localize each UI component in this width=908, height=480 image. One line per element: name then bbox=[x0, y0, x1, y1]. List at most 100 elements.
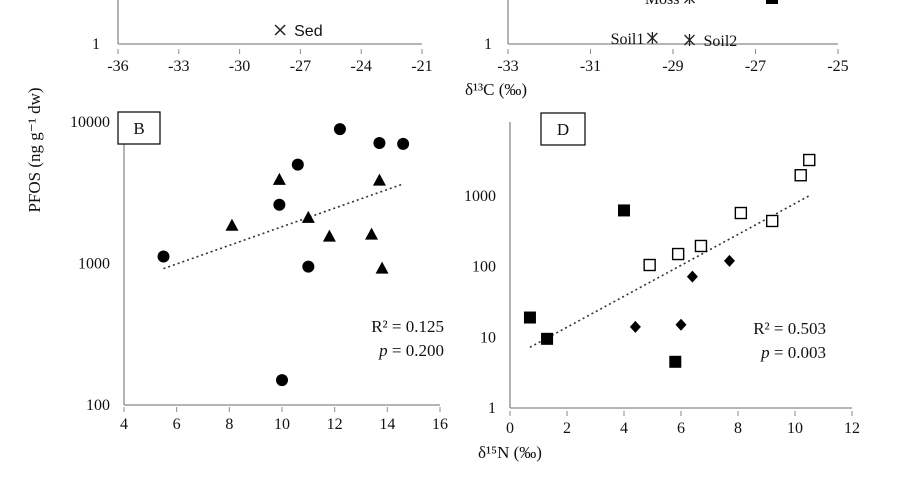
top-left-x-tick-label: -24 bbox=[351, 58, 372, 75]
panel-b-circle-point bbox=[302, 260, 315, 273]
panel-d-diamond-point bbox=[686, 270, 698, 283]
top-left-x-tick-label: -33 bbox=[168, 58, 189, 75]
top-right-soil1-marker bbox=[646, 32, 658, 44]
top-right-soil2-marker bbox=[684, 34, 695, 46]
top-left-annotations: Sed bbox=[274, 23, 323, 40]
panel-b-triangle-point bbox=[225, 218, 239, 231]
panel-b-trendline bbox=[163, 183, 404, 270]
panel-d-square-open-point bbox=[643, 258, 656, 272]
panel-b-trendline-group bbox=[163, 183, 404, 270]
panel-b-x-tick-label: 16 bbox=[432, 416, 448, 433]
panel-b-triangle-point bbox=[301, 210, 315, 223]
top-left-x-tick-label: -21 bbox=[411, 58, 432, 75]
panel-b-r2-label: R² = 0.125 bbox=[371, 317, 444, 336]
panel-d-square-open-point bbox=[734, 206, 748, 220]
shared-y-axis-label: PFOS (ng g⁻¹ dw) bbox=[25, 87, 44, 212]
panel-d-p-label: p = 0.003 bbox=[760, 343, 826, 362]
panel-d: D 1 10 100 1000 0 2 4 6 8 10 12 R² = 0.503 p = 0.… bbox=[464, 112, 860, 462]
panel-d-square-open-point bbox=[694, 239, 708, 253]
top-left-x-tick-label: -36 bbox=[107, 58, 128, 75]
panel-d-square-filled-point bbox=[618, 204, 630, 217]
top-right-x-tick-label: -31 bbox=[580, 58, 601, 75]
top-right-soil1-label: Soil1 bbox=[611, 31, 645, 48]
panel-b-circle-point bbox=[397, 137, 410, 150]
panel-d-x-tick-label: 8 bbox=[734, 420, 742, 437]
panel-d-x-tick-label: 10 bbox=[787, 420, 803, 437]
panel-d-x-tick-label: 0 bbox=[506, 420, 514, 437]
panel-b-circle-point bbox=[291, 158, 304, 171]
top-left-y-tick-label: 1 bbox=[92, 36, 100, 53]
panel-b-y-tick-labels: 100 1000 10000 bbox=[70, 114, 110, 414]
panel-d-y-tick-label: 1000 bbox=[464, 188, 496, 205]
panel-d-square-open-point bbox=[794, 169, 807, 182]
panel-d-square-filled-point bbox=[541, 332, 554, 345]
top-right-panel: 1 -33 -31 -29 -27 -25 Soil1 Soil2 Moss δ¹³C (‰… bbox=[465, 0, 849, 99]
panel-b-x-tick-label: 12 bbox=[327, 416, 343, 433]
panel-b-y-tick-label: 10000 bbox=[70, 114, 110, 131]
panel-b-circle-point bbox=[373, 137, 386, 150]
panel-b-triangle-point bbox=[272, 172, 286, 185]
top-right-x-tick-labels: -33 -31 -29 -27 -25 bbox=[497, 49, 849, 75]
panel-d-square-filled-point bbox=[669, 355, 682, 368]
panel-d-r2-label: R² = 0.503 bbox=[753, 319, 826, 338]
panel-b-x-tick-label: 8 bbox=[225, 416, 233, 433]
top-left-sed-label: Sed bbox=[294, 23, 322, 40]
panel-d-square-open-point bbox=[766, 214, 779, 228]
panel-d-square-open-point bbox=[671, 247, 685, 261]
panel-d-points bbox=[523, 153, 816, 368]
panel-d-x-tick-label: 12 bbox=[844, 420, 860, 437]
panel-d-p-symbol: p bbox=[760, 343, 770, 362]
panel-b-x-tick-label: 14 bbox=[379, 416, 395, 433]
top-right-soil2-label: Soil2 bbox=[704, 33, 738, 50]
top-left-x-tick-label: -27 bbox=[290, 58, 311, 75]
panel-d-diamond-point bbox=[675, 318, 687, 331]
panel-b-x-tick-label: 10 bbox=[274, 416, 290, 433]
panel-b-x-tick-label: 4 bbox=[120, 416, 128, 433]
panel-b-letter: B bbox=[133, 119, 144, 138]
panel-d-x-axis-label: δ¹⁵N (‰) bbox=[478, 443, 542, 462]
top-left-panel: 1 -36 -33 -30 -27 -24 -21 Sed bbox=[92, 0, 433, 75]
panel-d-square-open-point bbox=[803, 153, 816, 167]
panel-b-y-tick-label: 1000 bbox=[78, 256, 110, 273]
panel-d-y-tick-label: 10 bbox=[480, 329, 496, 346]
panel-b-x-tick-label: 6 bbox=[173, 416, 181, 433]
panel-d-x-tick-label: 2 bbox=[563, 420, 571, 437]
panel-d-y-tick-label: 100 bbox=[472, 259, 496, 276]
panel-d-x-tick-labels: 0 2 4 6 8 10 12 bbox=[506, 411, 860, 437]
top-right-y-tick-label: 1 bbox=[484, 36, 492, 53]
panel-b-p-symbol: p bbox=[378, 341, 388, 360]
top-left-x-tick-labels: -36 -33 -30 -27 -24 -21 bbox=[107, 49, 433, 75]
panel-b-y-tick-label: 100 bbox=[86, 397, 110, 414]
panel-d-letter-box bbox=[540, 112, 586, 146]
panel-b-circle-point bbox=[157, 250, 170, 263]
top-right-x-tick-label: -29 bbox=[662, 58, 683, 75]
panel-d-square-filled-point bbox=[523, 311, 536, 324]
panel-b-circle-point bbox=[273, 198, 286, 211]
panel-b-x-tick-labels: 4 6 8 10 12 14 16 bbox=[120, 407, 448, 433]
panel-b-triangle-point bbox=[365, 227, 379, 240]
top-left-x-tick-label: -30 bbox=[229, 58, 250, 75]
panel-d-x-tick-label: 4 bbox=[620, 420, 628, 437]
panel-b-points bbox=[157, 123, 410, 387]
panel-b-circle-point bbox=[333, 123, 346, 136]
panel-d-x-tick-label: 6 bbox=[677, 420, 685, 437]
top-right-x-tick-label: -25 bbox=[827, 58, 848, 75]
panel-b-p-label: p = 0.200 bbox=[378, 341, 444, 360]
panel-b-p-value: = 0.200 bbox=[388, 341, 444, 360]
panel-b: B 100 1000 10000 4 6 8 10 12 14 16 R² = 0.125 p … bbox=[70, 111, 448, 433]
panel-b-triangle-point bbox=[375, 261, 389, 274]
top-right-moss-label: Moss bbox=[645, 0, 680, 8]
top-right-x-tick-label: -27 bbox=[745, 58, 766, 75]
top-left-sed-marker bbox=[274, 24, 286, 36]
panel-d-diamond-point bbox=[629, 320, 641, 333]
panel-b-letter-box bbox=[117, 111, 161, 145]
top-right-moss-marker bbox=[684, 0, 695, 4]
top-right-annotations: Soil1 Soil2 Moss bbox=[611, 0, 778, 50]
panel-d-p-value: = 0.003 bbox=[770, 343, 826, 362]
panel-d-y-tick-labels: 1 10 100 1000 bbox=[464, 188, 496, 417]
panel-b-triangle-point bbox=[372, 173, 386, 186]
panel-d-y-tick-label: 1 bbox=[488, 400, 496, 417]
panel-b-circle-point bbox=[276, 374, 288, 387]
panel-b-triangle-point bbox=[322, 229, 336, 242]
